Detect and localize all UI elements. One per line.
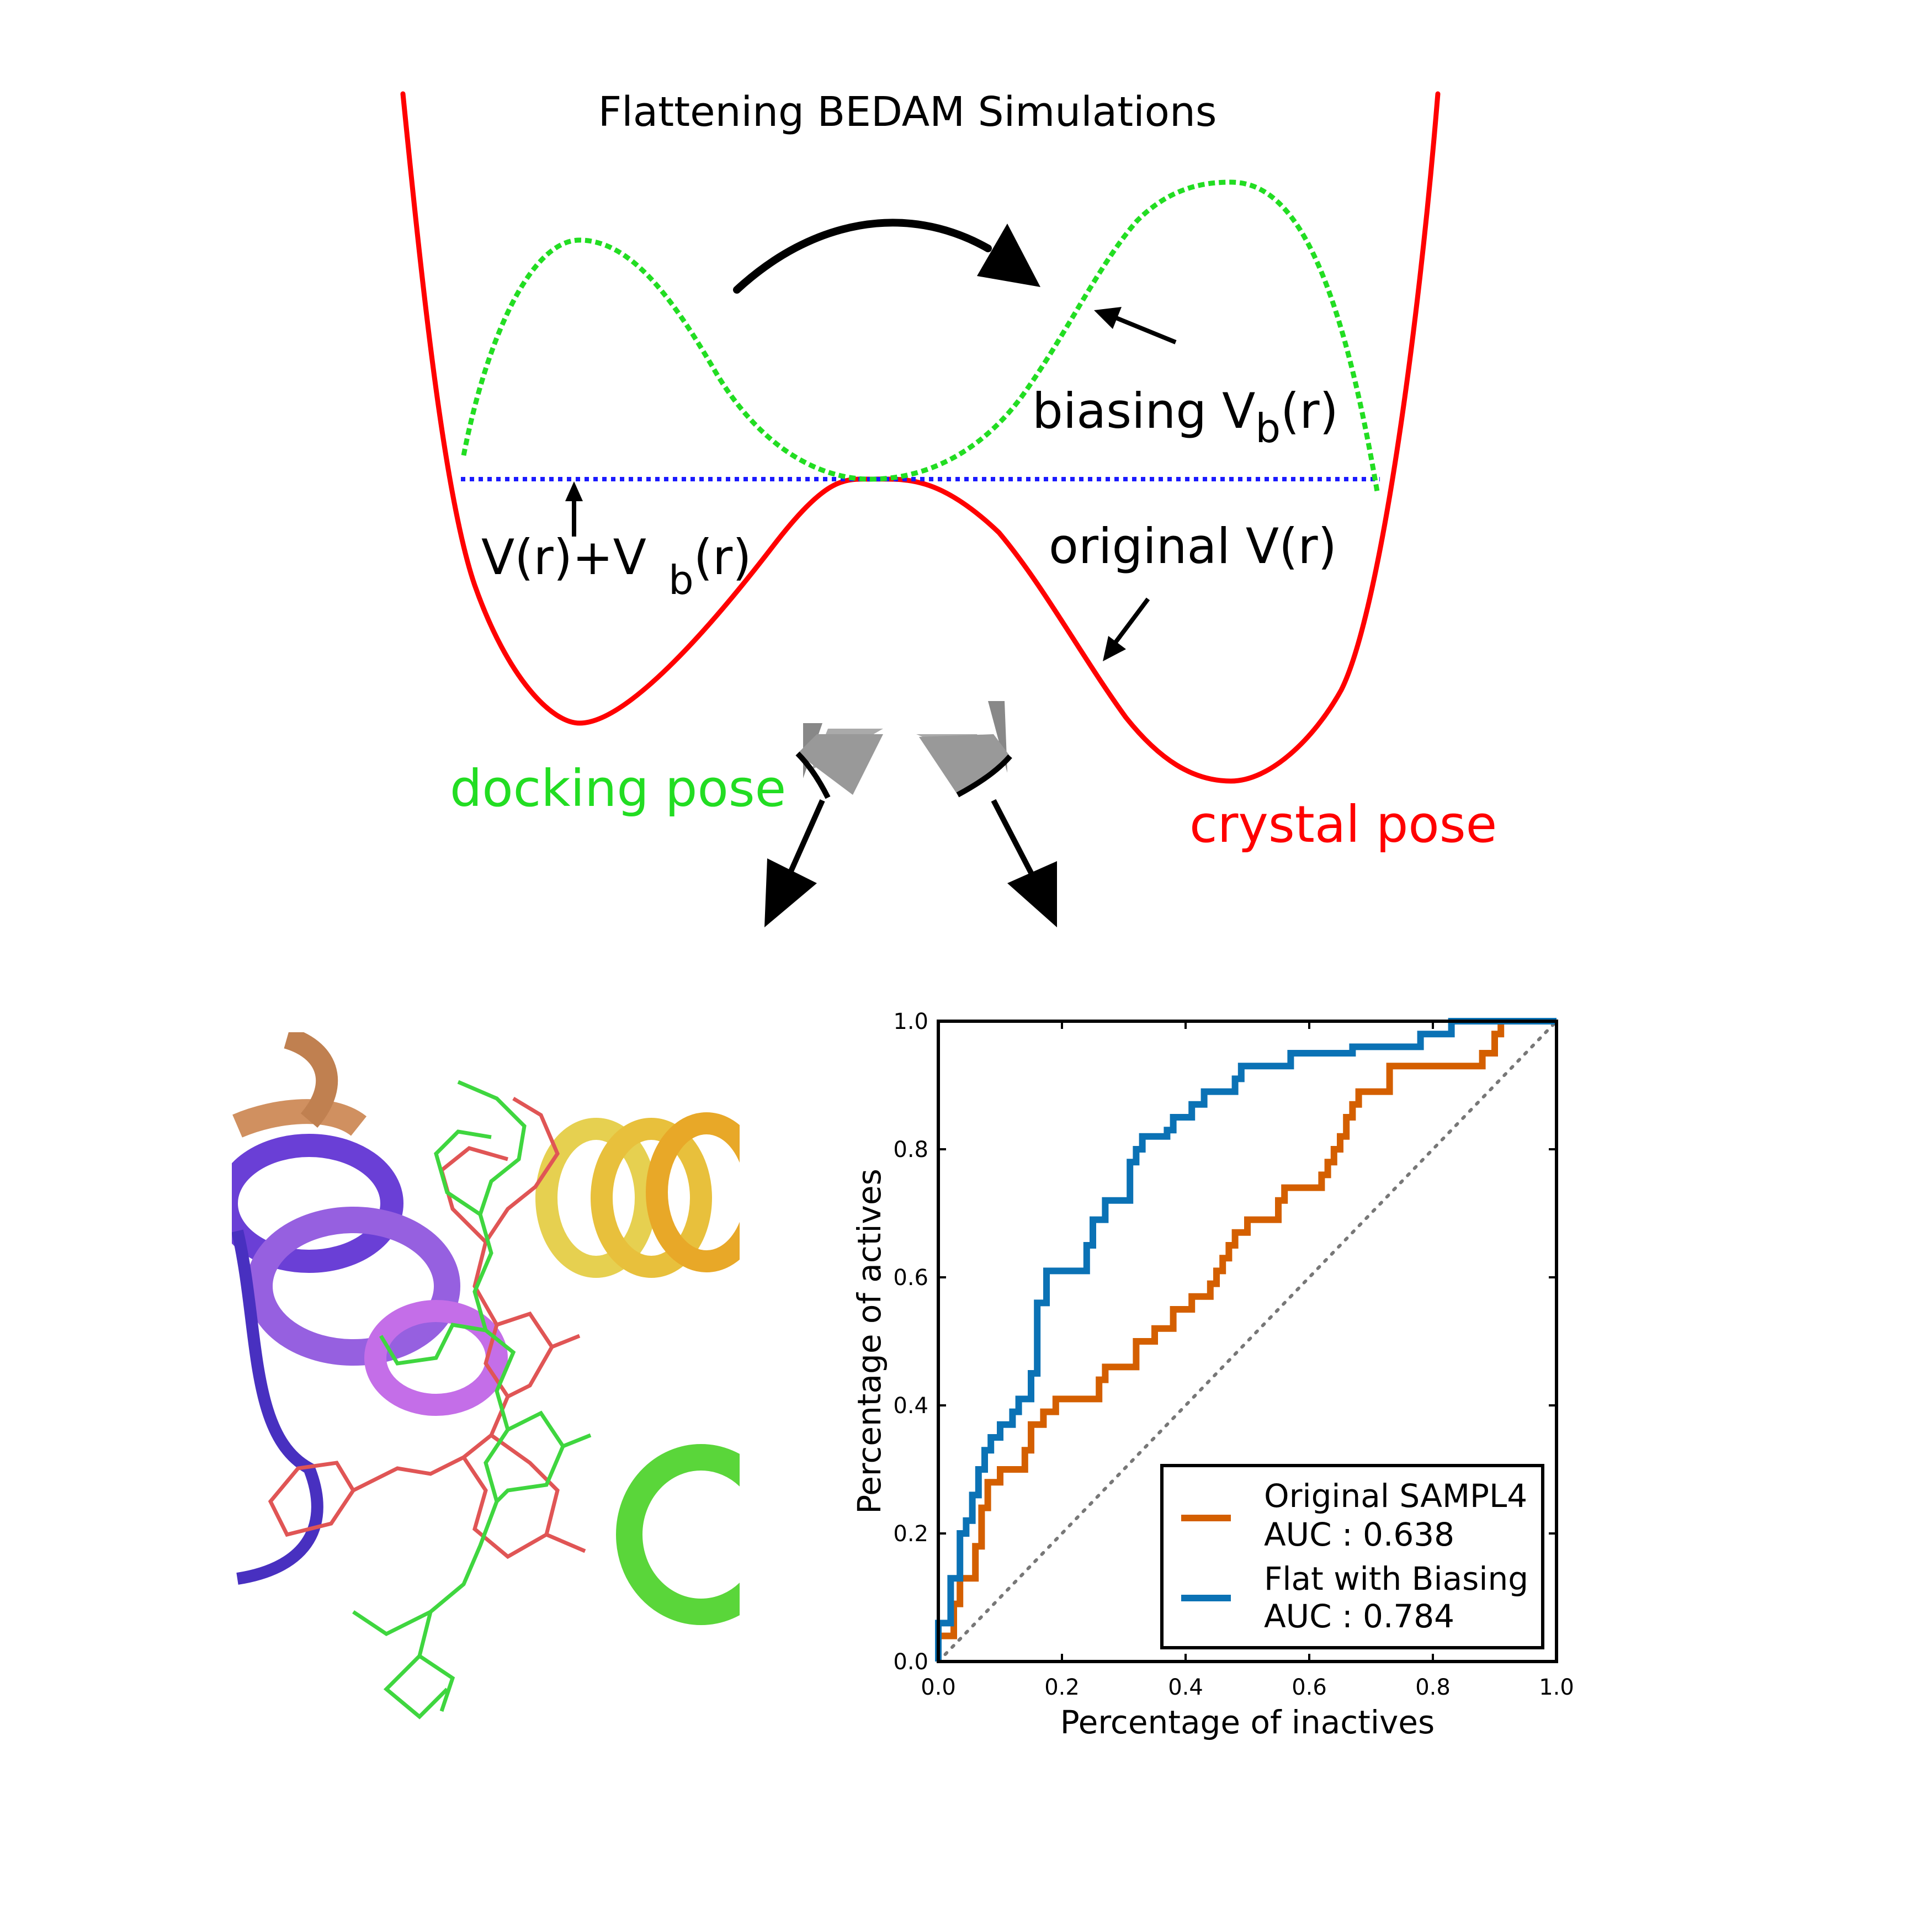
- x-tick-label: 0.8: [1415, 1675, 1451, 1700]
- chart-legend: Original SAMPL4 AUC : 0.638 Flat with Bi…: [1160, 1464, 1544, 1649]
- x-tick-label: 1.0: [1539, 1675, 1574, 1700]
- helix-ribbon: [232, 1099, 367, 1138]
- docking-pose-label: docking pose: [450, 759, 786, 818]
- x-tick-label: 0.6: [1292, 1675, 1327, 1700]
- x-tick-label: 0.2: [1044, 1675, 1080, 1700]
- pointer-arrow-icon: [565, 481, 583, 537]
- helix-ribbon: [646, 1112, 740, 1272]
- helix-ribbon: [246, 1207, 460, 1366]
- helix-ribbon: [232, 1229, 323, 1585]
- legend-auc-flat: AUC : 0.784: [1264, 1597, 1454, 1635]
- biasing-potential-curve: [461, 179, 1380, 492]
- curved-arrow-icon: [733, 219, 1040, 294]
- roc-series-line-1: [935, 1018, 1557, 1662]
- x-axis-label: Percentage of inactives: [1060, 1703, 1435, 1741]
- original-potential-label: original V(r): [1049, 518, 1337, 575]
- roc-series-line-0: [935, 1018, 1513, 1662]
- sum-potential-label: V(r)+V b(r): [481, 529, 752, 603]
- y-tick-label: 0.6: [893, 1265, 928, 1291]
- biasing-label: biasing Vb(r): [1032, 383, 1338, 452]
- helix-ribbon: [591, 1118, 712, 1278]
- plot-frame: [937, 1020, 1558, 1663]
- crystal-ligand: [268, 1096, 586, 1559]
- y-tick-label: 0.8: [893, 1137, 928, 1163]
- roc-chart: 0.0 0.2 0.4 0.6 0.8 1.0 0.0 0.2 0.4 0.6 0.8 1.0 Per…: [851, 1009, 1574, 1741]
- helix-ribbon: [283, 1032, 338, 1128]
- diagonal-reference-line: [937, 1020, 1558, 1663]
- crystal-pose-label: crystal pose: [1189, 795, 1497, 854]
- x-tick-label: 0.0: [921, 1675, 956, 1700]
- pointer-arrow-icon: [1094, 307, 1177, 344]
- legend-label-original: Original SAMPL4: [1264, 1477, 1527, 1515]
- y-tick-label: 0.0: [893, 1649, 928, 1675]
- diagram-title: Flattening BEDAM Simulations: [598, 88, 1217, 136]
- chevron-arrow-icon: [916, 701, 1057, 927]
- legend-box: [1160, 1464, 1544, 1649]
- y-axis-label: Percentage of actives: [851, 1169, 888, 1514]
- original-potential-curve: [400, 91, 1441, 784]
- molecular-structure-image: [232, 1032, 740, 1719]
- energy-diagram: Flattening BEDAM Simulations biasin: [400, 88, 1497, 927]
- chevron-arrow-icon: [764, 723, 883, 927]
- helix-ribbon: [232, 1134, 403, 1273]
- y-tick-label: 1.0: [893, 1009, 928, 1034]
- helix-ribbon: [535, 1118, 657, 1278]
- legend-auc-original: AUC : 0.638: [1264, 1516, 1454, 1553]
- legend-label-flat: Flat with Biasing: [1264, 1560, 1528, 1597]
- chart-marks: 0.0 0.2 0.4 0.6 0.8 1.0 0.0 0.2 0.4 0.6 0.8 1.0: [893, 1009, 1574, 1700]
- y-tick-label: 0.4: [893, 1393, 928, 1419]
- y-tick-label: 0.2: [893, 1521, 928, 1547]
- pointer-arrow-icon: [1103, 597, 1150, 661]
- helix-ribbon: [616, 1444, 740, 1625]
- helix-ribbon: [364, 1300, 508, 1416]
- docking-ligand: [352, 1080, 592, 1719]
- x-tick-label: 0.4: [1168, 1675, 1203, 1700]
